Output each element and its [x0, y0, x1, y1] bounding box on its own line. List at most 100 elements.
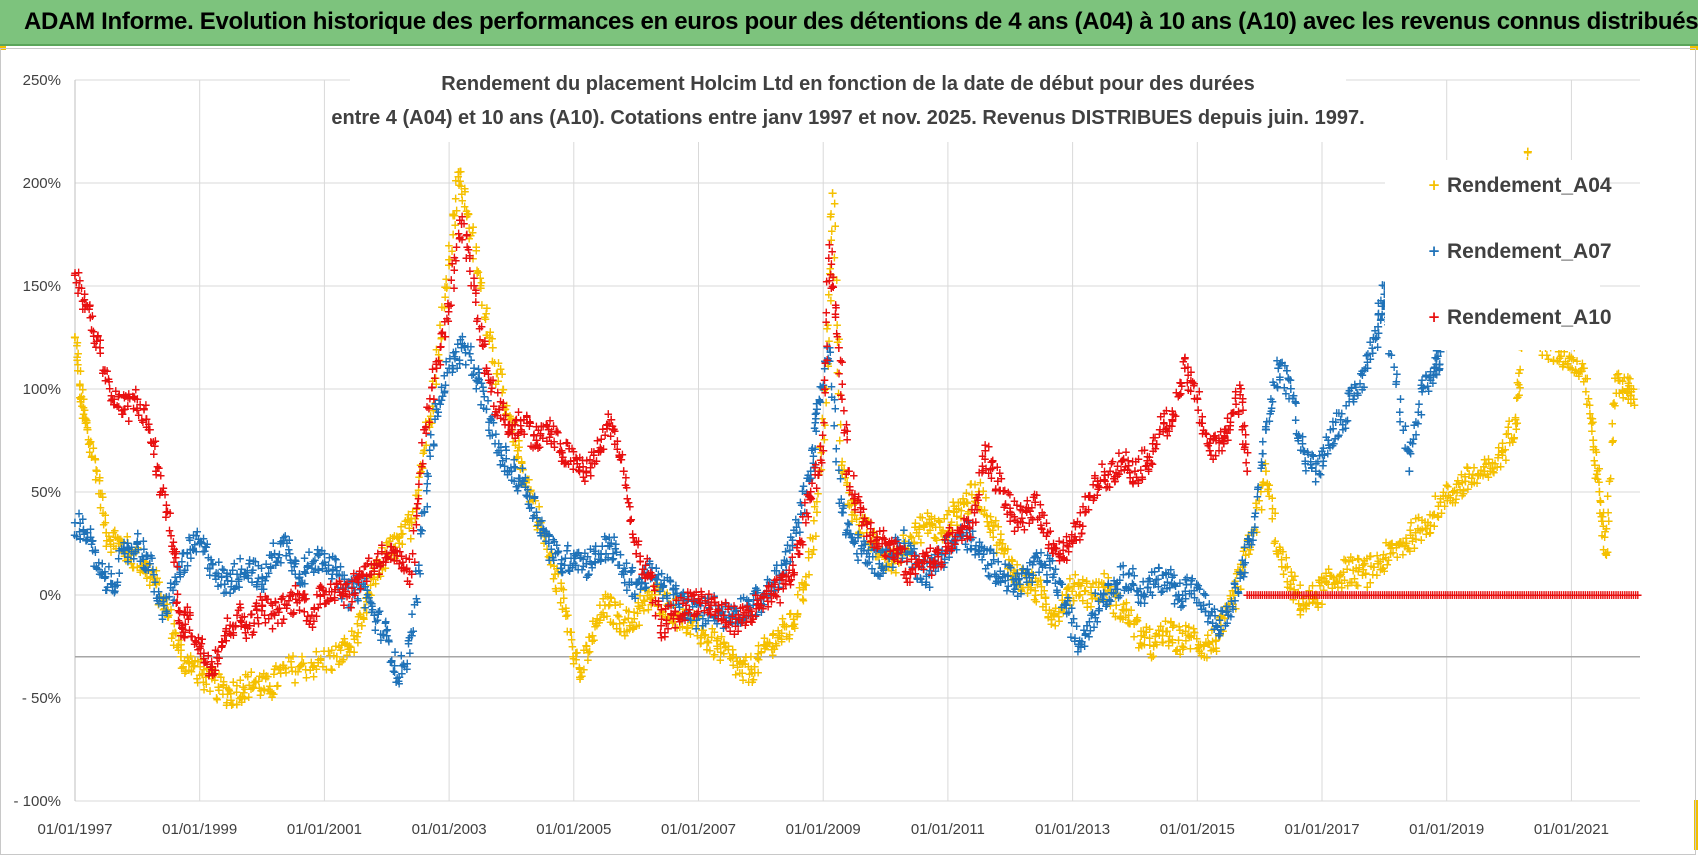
- data-point: +: [163, 609, 174, 624]
- data-point: +: [919, 519, 929, 533]
- legend-label: Rendement_A04: [1447, 174, 1612, 197]
- data-point: +: [1423, 516, 1434, 531]
- data-point: +: [787, 619, 798, 634]
- data-point: +: [849, 506, 860, 521]
- data-point: +: [1337, 581, 1347, 595]
- data-point: +: [466, 229, 476, 243]
- data-point: +: [907, 531, 917, 545]
- data-point: +: [1134, 640, 1144, 654]
- data-point: +: [594, 615, 604, 629]
- data-point: +: [922, 506, 932, 520]
- data-point: +: [827, 224, 837, 238]
- data-point: +: [82, 420, 92, 434]
- data-point: +: [442, 280, 452, 294]
- data-point: +: [1587, 424, 1597, 438]
- data-point: +: [162, 597, 172, 611]
- data-point: +: [857, 511, 867, 525]
- data-point: +: [508, 423, 518, 437]
- data-point: +: [406, 532, 416, 546]
- data-point: +: [95, 346, 105, 360]
- data-point: +: [944, 528, 954, 542]
- data-point: +: [879, 549, 889, 563]
- data-point: +: [561, 604, 571, 618]
- data-point: +: [1282, 560, 1292, 574]
- data-point: +: [800, 578, 810, 592]
- data-point: +: [76, 392, 87, 407]
- data-point: +: [629, 621, 639, 635]
- data-point: +: [72, 336, 82, 350]
- data-point: +: [707, 630, 717, 644]
- data-point: +: [1054, 614, 1064, 628]
- data-point: +: [1145, 638, 1155, 652]
- data-point: +: [305, 663, 315, 677]
- data-point: +: [774, 629, 785, 644]
- data-point: +: [764, 636, 774, 650]
- data-point: +: [612, 621, 622, 635]
- data-point: +: [161, 591, 171, 605]
- data-point: +: [1020, 568, 1030, 582]
- data-point: +: [1395, 535, 1405, 549]
- data-point: +: [954, 502, 964, 516]
- data-point: +: [784, 631, 794, 645]
- data-point: +: [1342, 562, 1352, 576]
- data-point: +: [850, 508, 860, 522]
- data-point: +: [1391, 541, 1401, 555]
- data-point: +: [254, 674, 264, 688]
- data-point: +: [480, 310, 490, 324]
- data-point: +: [1298, 429, 1308, 443]
- data-point: +: [860, 510, 870, 524]
- data-point: +: [1236, 557, 1246, 571]
- data-point: +: [74, 266, 84, 280]
- data-point: +: [327, 643, 337, 657]
- data-point: +: [123, 536, 133, 550]
- data-point: +: [1027, 565, 1037, 579]
- data-point: +: [1408, 531, 1418, 545]
- data-point: +: [261, 669, 271, 683]
- data-point: +: [197, 632, 207, 646]
- data-point: +: [829, 250, 839, 264]
- data-point: +: [376, 557, 386, 571]
- data-point: +: [1216, 618, 1226, 632]
- data-point: +: [728, 643, 738, 657]
- data-point: +: [327, 663, 337, 677]
- data-point: +: [311, 662, 321, 676]
- chart-title-line-1: Rendement du placement Holcim Ltd en fon…: [441, 73, 1254, 95]
- data-point: +: [952, 509, 962, 523]
- data-point: +: [172, 560, 182, 574]
- data-point: +: [216, 670, 226, 684]
- data-point: +: [528, 494, 538, 508]
- data-point: +: [847, 507, 857, 521]
- data-point: +: [698, 623, 708, 637]
- data-point: +: [214, 667, 224, 681]
- data-point: +: [910, 520, 920, 534]
- data-point: +: [246, 665, 256, 679]
- data-point: +: [490, 356, 500, 370]
- data-point: +: [549, 559, 559, 573]
- data-point: +: [536, 515, 546, 529]
- data-point: +: [1628, 392, 1639, 407]
- data-point: +: [1177, 639, 1187, 653]
- data-point: +: [1004, 552, 1014, 566]
- data-point: +: [790, 621, 800, 635]
- data-point: +: [693, 610, 703, 624]
- data-point: +: [1244, 547, 1254, 561]
- data-point: +: [1171, 644, 1181, 658]
- data-point: +: [530, 493, 540, 507]
- data-point: +: [471, 283, 481, 297]
- data-point: +: [394, 537, 405, 552]
- data-point: +: [953, 496, 963, 510]
- data-point: +: [109, 539, 119, 553]
- data-point: +: [916, 536, 926, 550]
- data-point: +: [814, 468, 824, 482]
- data-point: +: [1245, 540, 1255, 554]
- data-point: +: [1065, 572, 1075, 586]
- data-point: +: [1327, 581, 1337, 595]
- data-point: +: [688, 614, 698, 628]
- data-point: +: [1121, 595, 1131, 609]
- data-point: +: [1082, 600, 1092, 614]
- data-point: +: [930, 512, 940, 526]
- data-point: +: [810, 499, 820, 513]
- data-point: +: [807, 547, 817, 561]
- data-point: +: [928, 518, 938, 532]
- data-point: +: [981, 491, 991, 505]
